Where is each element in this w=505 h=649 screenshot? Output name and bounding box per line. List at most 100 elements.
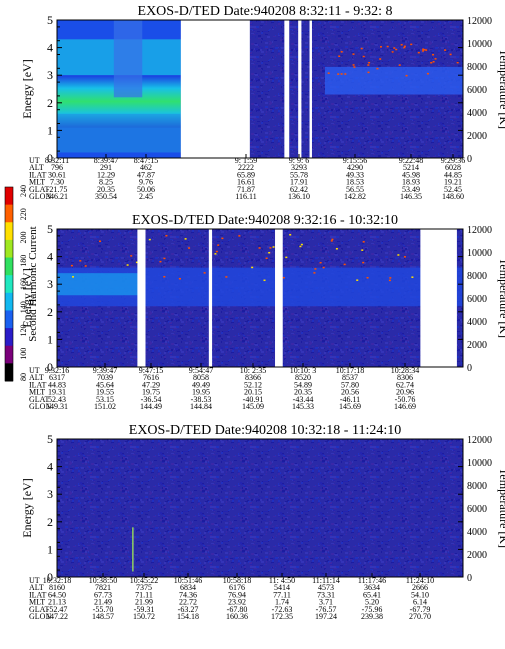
table-cell: 147.22	[46, 612, 68, 621]
y-axis-label: Energy [eV]	[20, 478, 34, 537]
table-cell: 6176	[229, 583, 245, 592]
data-gap	[208, 229, 213, 367]
table-cell: 9: 9: 6	[289, 156, 309, 165]
table-cell: 62.74	[396, 380, 414, 389]
heatmap-spark	[265, 257, 268, 260]
colorbar-segment	[5, 187, 13, 206]
heatmap-spark	[322, 266, 325, 269]
table-cell: 3293	[291, 163, 307, 172]
y2-tick-label: 0	[467, 573, 472, 584]
heatmap-region	[113, 20, 143, 98]
heatmap-spark	[449, 53, 452, 56]
table-cell: 8:47:15	[134, 156, 158, 165]
colorbar-segment	[5, 204, 13, 223]
table-row-label: MLT	[29, 388, 45, 397]
heatmap-spark	[362, 241, 365, 243]
table-cell: 148.57	[92, 612, 114, 621]
table-cell: 350.54	[95, 192, 117, 201]
table-cell: -40.91	[243, 395, 264, 404]
table-cell: -55.70	[93, 605, 114, 614]
table-cell: 18.93	[402, 178, 420, 187]
table-cell: 10:28:34	[391, 366, 419, 375]
heatmap-spark	[361, 249, 364, 251]
colorbar-label: Second Harmonic Current	[27, 226, 39, 341]
panel-2: EXOS-D/TED Date:940208 9:32:16 - 10:32:1…	[20, 213, 505, 411]
table-cell: -52.47	[47, 605, 68, 614]
y2-tick-label: 12000	[467, 435, 492, 446]
heatmap-stripe	[132, 527, 134, 572]
table-cell: 11:17:46	[358, 576, 386, 585]
colorbar-segment	[5, 310, 13, 329]
table-cell: 796	[51, 163, 63, 172]
heatmap-spark	[379, 58, 382, 60]
heatmap-region	[57, 273, 139, 296]
table-cell: 71.11	[135, 590, 153, 599]
table-cell: 53.49	[402, 185, 420, 194]
table-row-label: UT	[29, 156, 40, 165]
table-cell: 22.72	[179, 598, 197, 607]
table-row-label: MLT	[29, 178, 45, 187]
table-cell: 18.53	[346, 178, 364, 187]
table-cell: 7821	[95, 583, 111, 592]
heatmap-spark	[99, 240, 102, 243]
y-tick-label: 4	[47, 250, 53, 264]
heatmap-spark	[456, 61, 459, 64]
table-cell: 8058	[193, 373, 209, 382]
table-cell: 150.72	[133, 612, 155, 621]
heatmap-spark	[268, 251, 271, 254]
colorbar-segment	[5, 328, 13, 347]
heatmap-spark	[422, 50, 425, 52]
heatmap-spark	[330, 240, 333, 242]
y-tick-label: 2	[47, 515, 53, 529]
table-cell: 9:15:56	[343, 156, 367, 165]
heatmap-spark	[389, 277, 392, 279]
table-cell: 44.83	[48, 380, 66, 389]
heatmap-spark	[217, 244, 220, 246]
y2-tick-label: 0	[467, 154, 472, 165]
heatmap-spark	[343, 263, 346, 266]
y2-tick-label: 12000	[467, 225, 492, 236]
heatmap-spark	[432, 53, 435, 56]
table-cell: 52.45	[444, 185, 462, 194]
colorbar-tick-label: 240	[19, 185, 28, 197]
data-gap	[284, 20, 290, 158]
table-cell: 8520	[295, 373, 311, 382]
colorbar-tick-label: 80	[19, 373, 28, 381]
y-tick-label: 2	[47, 305, 53, 319]
data-gap	[309, 20, 312, 158]
table-cell: 8:39:47	[94, 156, 118, 165]
y-tick-label: 2	[47, 96, 53, 110]
y2-tick-label: 8000	[467, 62, 487, 73]
table-cell: 53.15	[96, 395, 114, 404]
data-gap	[180, 20, 250, 158]
heatmap-spark	[403, 45, 406, 48]
panel-title: EXOS-D/TED Date:940208 8:32:11 - 9:32: 8	[138, 4, 393, 19]
table-cell: 12.29	[97, 170, 115, 179]
table-cell: 19.55	[96, 388, 114, 397]
table-cell: 4290	[347, 163, 363, 172]
y-tick-label: 5	[47, 13, 53, 27]
table-cell: 56.55	[346, 185, 364, 194]
table-row-label: GLAT	[29, 395, 50, 404]
heatmap-spark	[300, 243, 303, 246]
heatmap-spark	[215, 250, 218, 253]
table-cell: 52.43	[48, 395, 66, 404]
table-cell: 20.96	[396, 388, 414, 397]
table-cell: 10:45:22	[130, 576, 158, 585]
heatmap-spark	[203, 272, 206, 274]
table-cell: 9:39:47	[93, 366, 117, 375]
table-cell: 4573	[318, 583, 334, 592]
y-tick-label: 1	[47, 542, 53, 556]
data-gap	[298, 20, 302, 158]
heatmap-spark	[126, 264, 129, 266]
y-axis-label: Energy [eV]	[20, 59, 34, 118]
table-cell: 21.99	[135, 598, 153, 607]
y2-tick-label: 6000	[467, 504, 487, 515]
y2-axis-label: Temperature [K]	[497, 49, 505, 129]
heatmap-spark	[395, 48, 398, 51]
table-cell: 11: 4:50	[269, 576, 295, 585]
table-cell: 145.33	[292, 402, 314, 411]
table-row-label: UT	[29, 576, 40, 585]
heatmap-spark	[430, 61, 433, 64]
y2-tick-label: 8000	[467, 481, 487, 492]
